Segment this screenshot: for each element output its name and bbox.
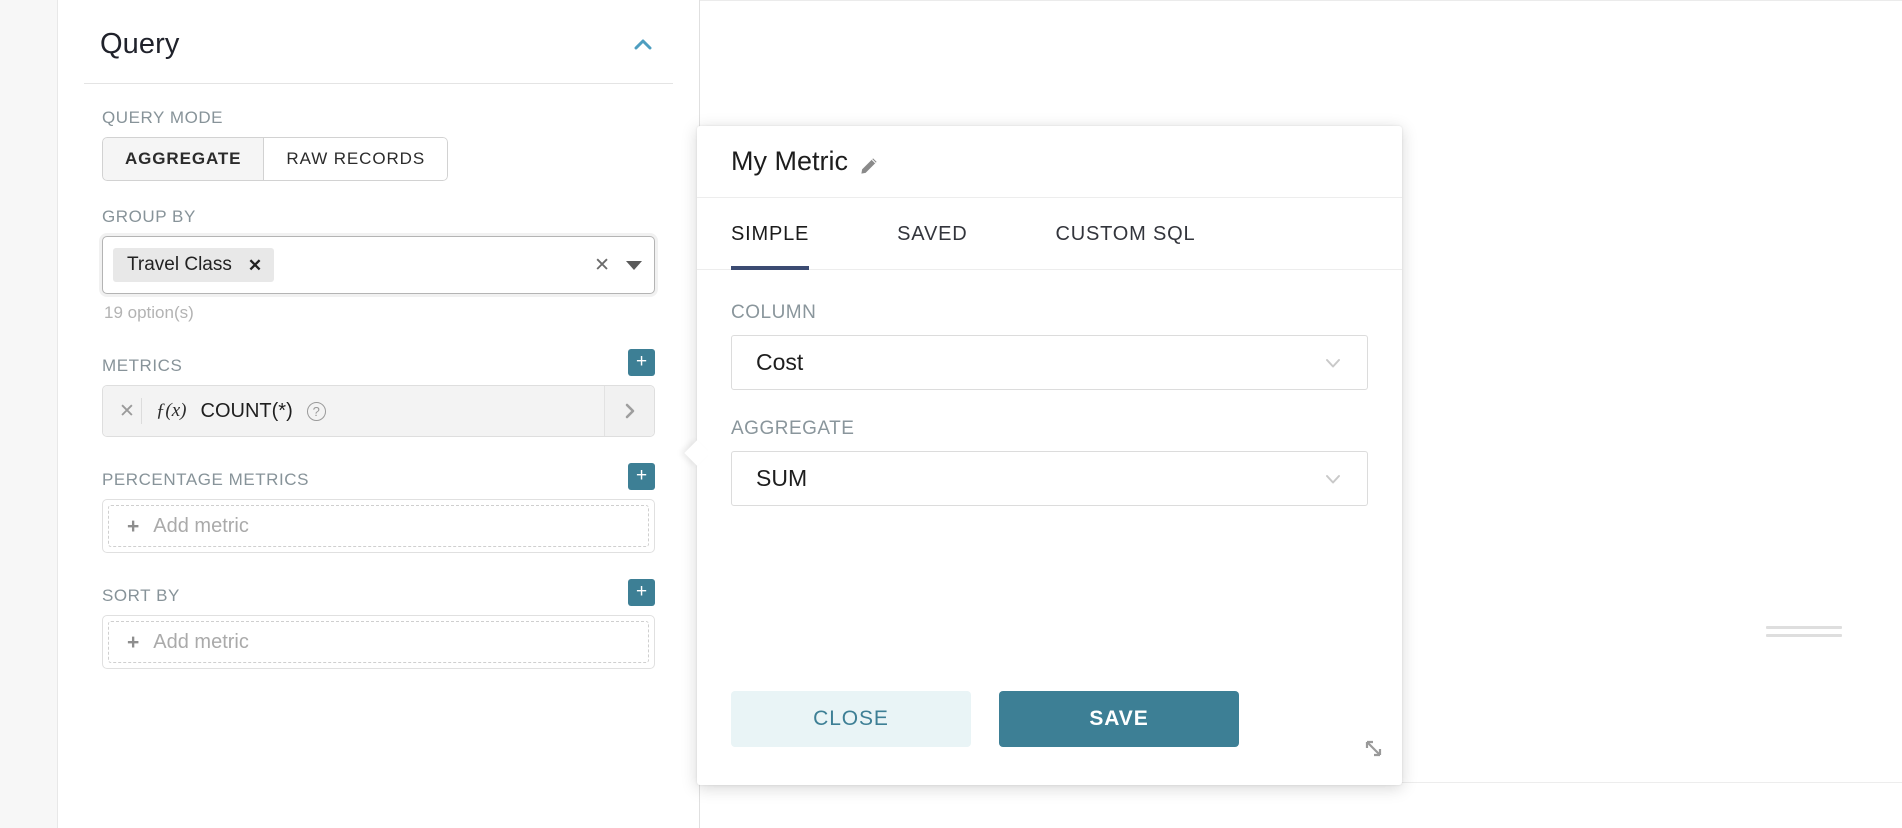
sort-by-label: SORT BY: [102, 586, 180, 606]
query-mode-option-raw-records[interactable]: RAW RECORDS: [264, 137, 449, 182]
group-by-field: GROUP BY Travel Class ✕ ✕ 19 option(s): [102, 207, 655, 323]
percentage-metrics-header: PERCENTAGE METRICS +: [102, 463, 655, 491]
group-by-select-actions: ✕: [594, 237, 642, 293]
tab-custom-sql[interactable]: CUSTOM SQL: [1055, 223, 1196, 245]
group-by-tag[interactable]: Travel Class ✕: [113, 248, 275, 283]
clear-icon[interactable]: ✕: [594, 254, 610, 276]
group-by-select[interactable]: Travel Class ✕ ✕: [102, 236, 655, 295]
add-metric-button[interactable]: +: [628, 349, 655, 377]
aggregate-label: AGGREGATE: [731, 418, 855, 439]
popover-footer: CLOSE SAVE: [697, 653, 1402, 785]
column-field: COLUMN Cost: [731, 302, 1368, 390]
chevron-right-icon[interactable]: [604, 386, 654, 437]
aggregate-select[interactable]: SUM: [731, 451, 1368, 506]
add-percentage-metric-button[interactable]: +: [628, 463, 655, 491]
tab-saved[interactable]: SAVED: [897, 223, 968, 245]
divider: [700, 0, 1902, 1]
add-metric-placeholder[interactable]: + Add metric: [108, 505, 649, 548]
popover-title-label: My Metric: [731, 146, 848, 176]
query-mode-field: QUERY MODE AGGREGATE RAW RECORDS: [102, 108, 655, 182]
aggregate-field: AGGREGATE SUM: [731, 418, 1368, 506]
percentage-metrics-drop-area[interactable]: + Add metric: [102, 499, 655, 554]
plus-icon: +: [635, 581, 648, 603]
plus-icon: +: [635, 465, 648, 487]
metric-editor-popover: My Metric SIMPLE SAVED CUSTOM SQL COLUMN…: [684, 126, 1402, 785]
metric-item-label: COUNT(*): [200, 399, 293, 422]
aggregate-select-value: SUM: [756, 465, 808, 491]
sort-by-header: SORT BY +: [102, 579, 655, 607]
plus-icon: +: [635, 351, 648, 373]
sort-by-field: SORT BY + + Add metric: [102, 579, 655, 670]
add-metric-placeholder-label: Add metric: [153, 630, 249, 653]
plus-icon: +: [127, 630, 140, 654]
popover-body: COLUMN Cost AGGREGATE SUM: [697, 270, 1402, 506]
save-button[interactable]: SAVE: [999, 691, 1239, 747]
column-label: COLUMN: [731, 302, 817, 323]
group-by-label: GROUP BY: [102, 207, 196, 227]
resize-diagonal-icon[interactable]: [1362, 737, 1388, 763]
query-mode-button-group: AGGREGATE RAW RECORDS: [102, 137, 449, 182]
metrics-label: METRICS: [102, 356, 183, 376]
popover-title: My Metric: [731, 146, 879, 177]
group-by-tag-label: Travel Class: [127, 254, 232, 276]
metric-item[interactable]: ✕ ƒ(x) COUNT(*) ?: [102, 385, 655, 438]
function-icon: ƒ(x): [155, 400, 187, 422]
column-select-value: Cost: [756, 349, 804, 375]
remove-icon[interactable]: ✕: [119, 398, 142, 425]
popover-tabs: SIMPLE SAVED CUSTOM SQL: [697, 198, 1402, 270]
metrics-field: METRICS + ✕ ƒ(x) COUNT(*) ?: [102, 349, 655, 438]
page-title: Query: [100, 28, 180, 60]
popover-header: My Metric: [697, 126, 1402, 198]
pencil-icon[interactable]: [859, 152, 879, 174]
caret-down-icon[interactable]: [626, 260, 642, 270]
tab-simple[interactable]: SIMPLE: [731, 199, 810, 270]
add-metric-placeholder[interactable]: + Add metric: [108, 621, 649, 664]
group-by-options-count: 19 option(s): [104, 303, 194, 323]
sort-by-drop-area[interactable]: + Add metric: [102, 615, 655, 670]
query-control-panel: Query QUERY MODE AGGREGATE RAW RECORDS G…: [58, 0, 700, 828]
chevron-down-icon: [1321, 351, 1345, 375]
panel-drag-handle[interactable]: [1766, 626, 1842, 638]
chevron-up-icon[interactable]: [629, 31, 657, 59]
query-panel-header: Query: [84, 0, 673, 84]
column-select[interactable]: Cost: [731, 335, 1368, 390]
percentage-metrics-field: PERCENTAGE METRICS + + Add metric: [102, 463, 655, 554]
plus-icon: +: [127, 514, 140, 538]
collapsed-nav-rail: [0, 0, 58, 828]
chevron-down-icon: [1321, 467, 1345, 491]
percentage-metrics-label: PERCENTAGE METRICS: [102, 470, 309, 490]
help-icon[interactable]: ?: [306, 401, 326, 421]
add-sort-by-button[interactable]: +: [628, 579, 655, 607]
query-mode-label: QUERY MODE: [102, 108, 224, 127]
query-panel-body: QUERY MODE AGGREGATE RAW RECORDS GROUP B…: [86, 84, 671, 670]
query-mode-option-aggregate[interactable]: AGGREGATE: [102, 137, 265, 182]
close-button[interactable]: CLOSE: [731, 691, 971, 747]
metric-item-main[interactable]: ✕ ƒ(x) COUNT(*) ?: [103, 386, 604, 437]
add-metric-placeholder-label: Add metric: [153, 514, 249, 537]
metrics-header: METRICS +: [102, 349, 655, 377]
close-icon[interactable]: ✕: [247, 255, 263, 275]
